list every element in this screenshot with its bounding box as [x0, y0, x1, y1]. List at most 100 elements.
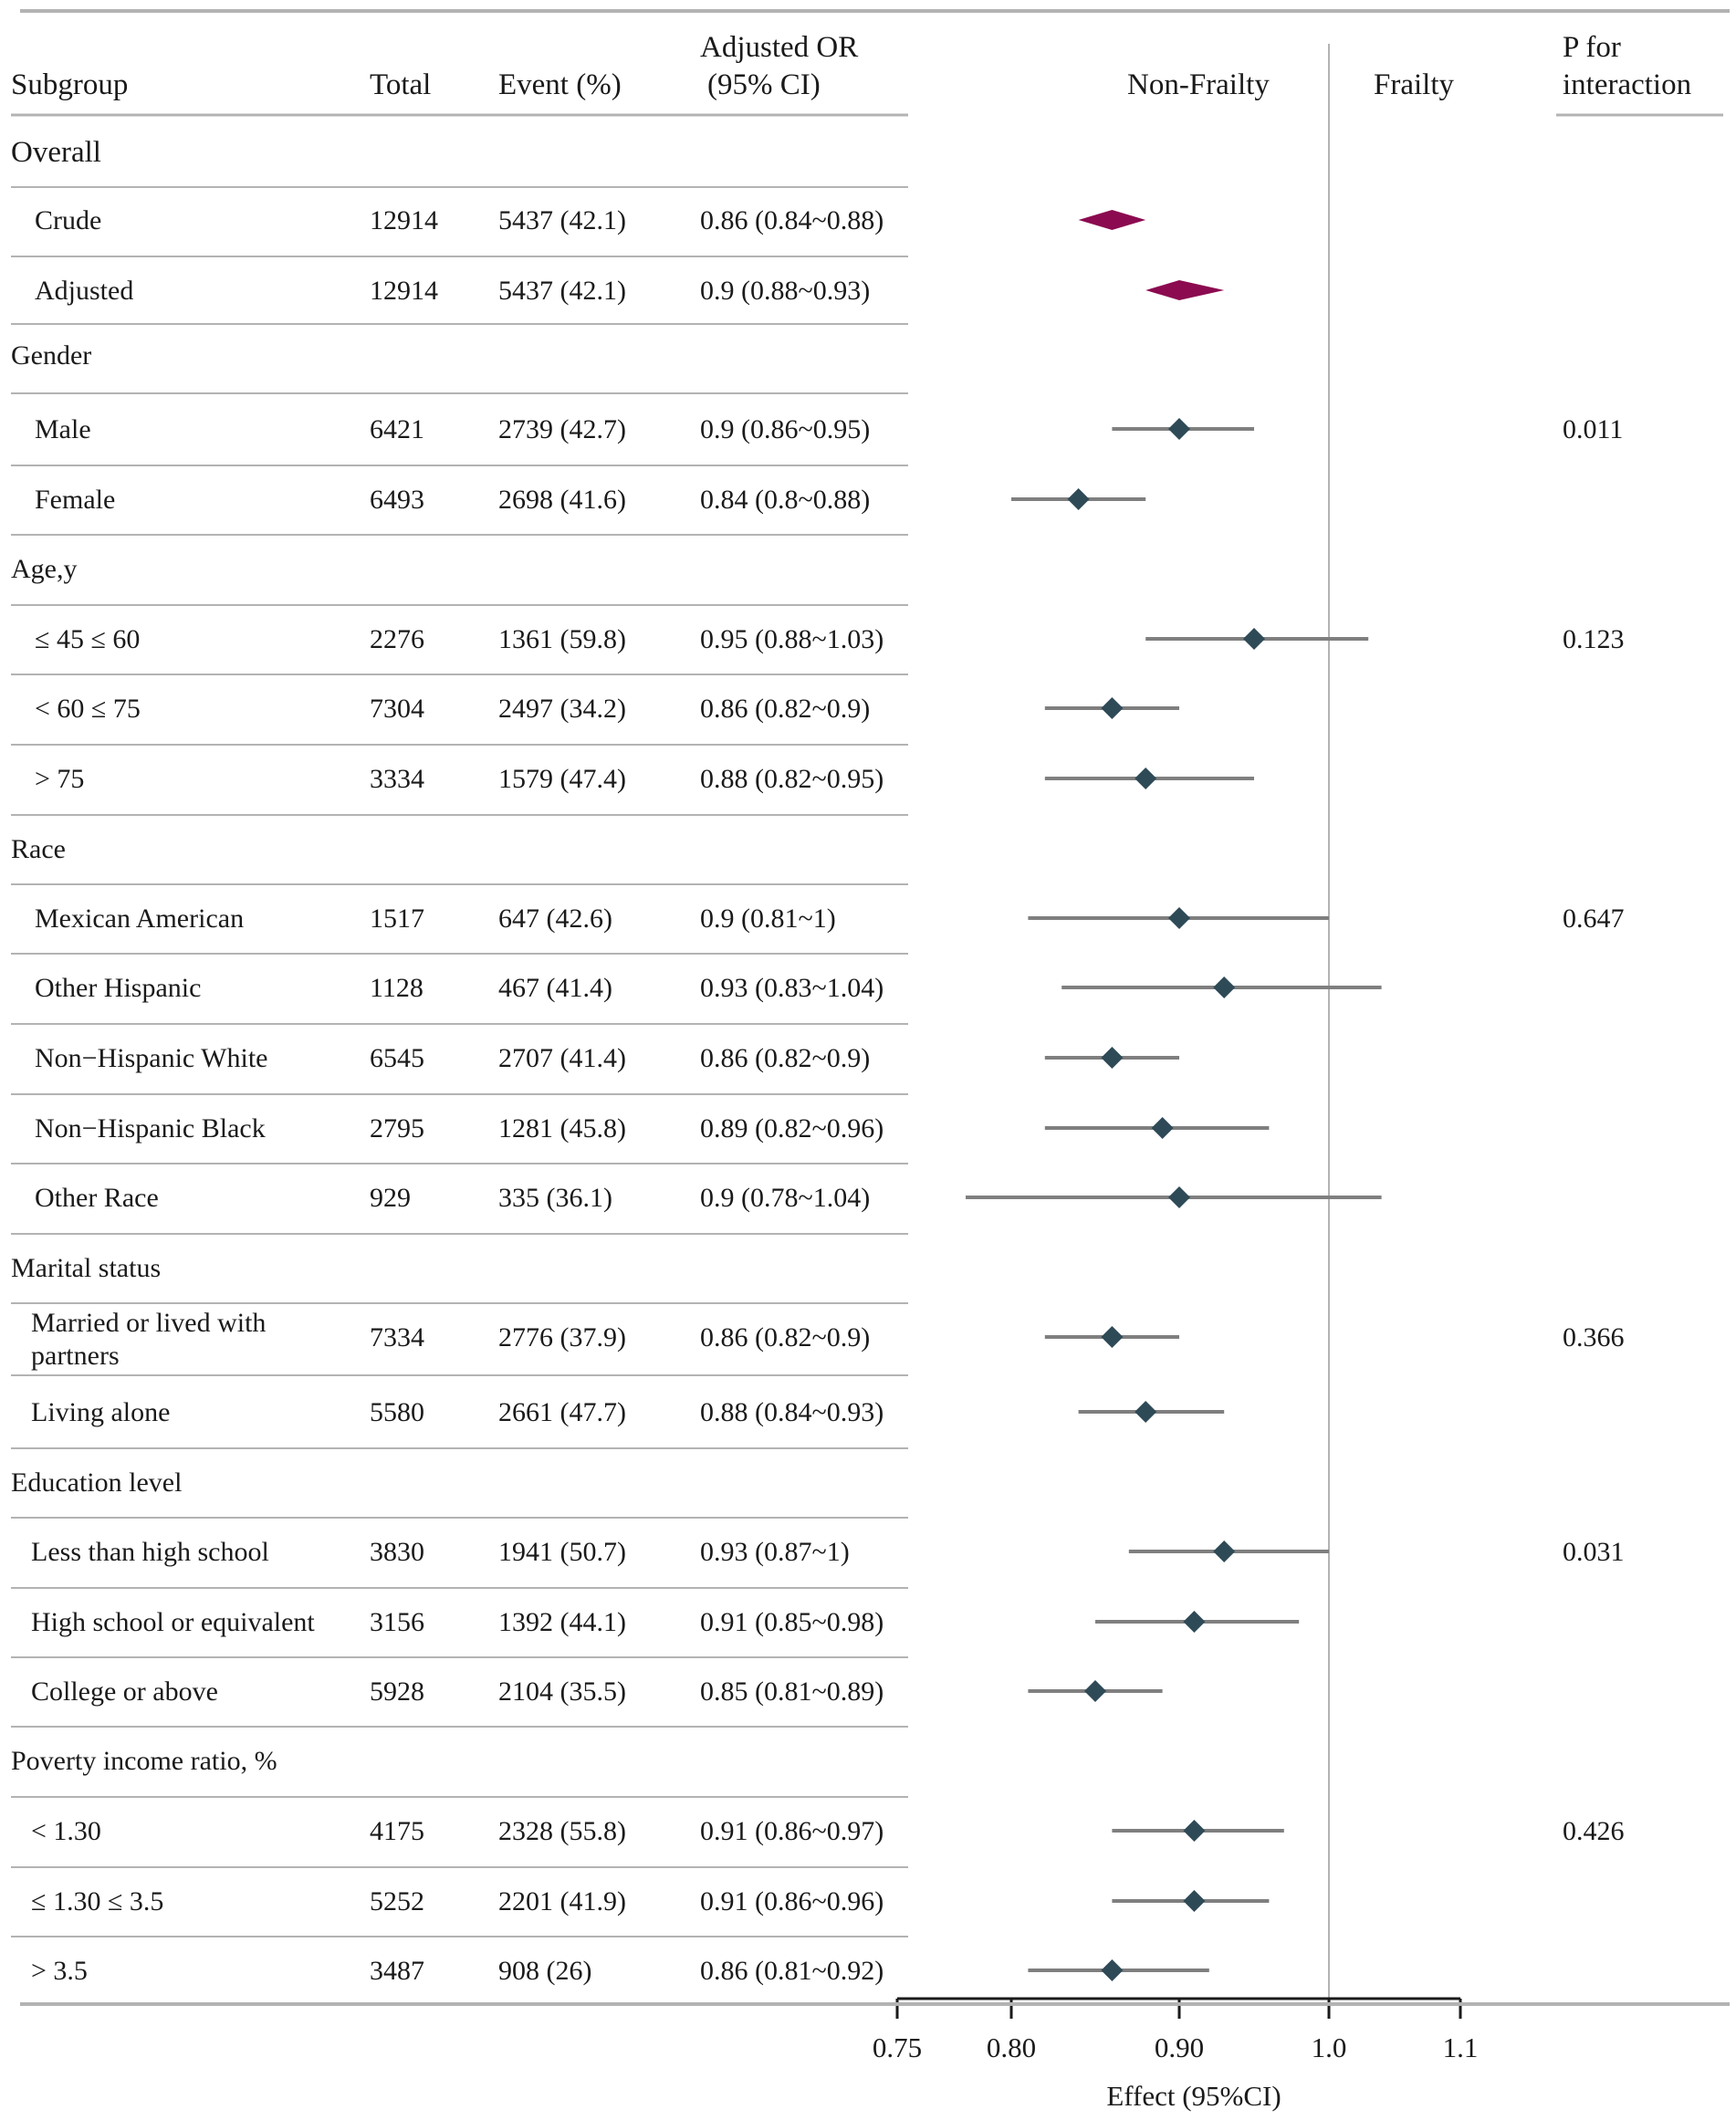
group-header-row: Gender: [11, 340, 908, 394]
summary-diamond: [1078, 210, 1146, 230]
table-row: ≤ 45 ≤ 60 2276 1361 (59.8) 0.95 (0.88~1.03)…: [11, 624, 1625, 675]
event-cell: 1281 (45.8): [498, 1113, 626, 1144]
x-axis: 0.75 0.80 0.90 1.0 1.1: [873, 1997, 1478, 2063]
event-cell: 1392 (44.1): [498, 1607, 626, 1637]
point-estimate-marker: [1101, 1326, 1124, 1348]
point-estimate-marker: [1151, 1117, 1174, 1139]
group-label: Poverty income ratio, %: [11, 1746, 277, 1776]
group-label: Gender: [11, 340, 91, 371]
group-label: Race: [11, 834, 66, 864]
table-row: ≤ 1.30 ≤ 3.5 5252 2201 (41.9) 0.91 (0.86~0.…: [11, 1886, 1270, 1937]
or-cell: 0.9 (0.78~1.04): [700, 1183, 870, 1213]
total-cell: 5928: [370, 1676, 424, 1707]
point-estimate-marker: [1067, 488, 1090, 510]
p-interaction-cell: 0.366: [1563, 1322, 1625, 1352]
row-label: Other Race: [35, 1183, 159, 1213]
row-label: < 60 ≤ 75: [35, 694, 141, 724]
row-label: Crude: [35, 205, 101, 235]
event-cell: 5437 (42.1): [498, 276, 626, 306]
row-label: > 75: [35, 764, 84, 794]
row-label: High school or equivalent: [31, 1607, 315, 1637]
table-rows: Overall Crude 12914 5437 (42.1) 0.86 (0.84~0…: [11, 136, 1625, 1986]
point-estimate-marker: [1213, 1540, 1236, 1562]
event-cell: 908 (26): [498, 1956, 591, 1986]
table-row: Non−Hispanic White 6545 2707 (41.4) 0.86 (0…: [11, 1043, 1179, 1095]
group-header-row: Race: [11, 834, 908, 885]
table-row: College or above 5928 2104 (35.5) 0.85 (0.8…: [11, 1676, 1163, 1728]
total-cell: 12914: [370, 276, 438, 306]
or-cell: 0.91 (0.86~0.96): [700, 1886, 884, 1916]
row-label: Female: [35, 485, 115, 515]
total-cell: 1128: [370, 973, 424, 1003]
or-cell: 0.88 (0.82~0.95): [700, 764, 884, 794]
row-label-line2: partners: [31, 1341, 120, 1371]
p-interaction-cell: 0.123: [1563, 624, 1625, 654]
group-header-row: Age,y: [11, 554, 908, 606]
event-cell: 467 (41.4): [498, 973, 612, 1003]
col-header-subgroup: Subgroup: [11, 68, 128, 101]
row-label: Living alone: [31, 1397, 170, 1427]
point-estimate-marker: [1101, 1959, 1124, 1981]
event-cell: 2328 (55.8): [498, 1816, 626, 1846]
total-cell: 3156: [370, 1607, 424, 1637]
x-tick-label: 1.0: [1312, 2031, 1347, 2063]
table-row: Living alone 5580 2661 (47.7) 0.88 (0.84~0.…: [11, 1397, 1225, 1449]
x-axis-label: Effect (95%CI): [1106, 2080, 1281, 2112]
total-cell: 7304: [370, 694, 424, 724]
or-cell: 0.86 (0.82~0.9): [700, 694, 870, 724]
event-cell: 2776 (37.9): [498, 1322, 626, 1352]
or-cell: 0.91 (0.86~0.97): [700, 1816, 884, 1846]
group-label: Age,y: [11, 554, 77, 584]
total-cell: 6545: [370, 1043, 424, 1073]
point-estimate-marker: [1101, 1047, 1124, 1069]
or-cell: 0.9 (0.88~0.93): [700, 276, 870, 306]
group-label: Marital status: [11, 1253, 161, 1283]
total-cell: 2795: [370, 1113, 424, 1144]
p-interaction-cell: 0.647: [1563, 903, 1625, 934]
event-cell: 2707 (41.4): [498, 1043, 626, 1073]
p-interaction-cell: 0.011: [1563, 414, 1623, 444]
col-header-non-frailty: Non-Frailty: [1127, 68, 1270, 101]
table-row: > 3.5 3487 908 (26) 0.86 (0.81~0.92): [31, 1956, 1209, 1986]
total-cell: 1517: [370, 903, 424, 934]
event-cell: 1941 (50.7): [498, 1537, 626, 1567]
total-cell: 5252: [370, 1886, 424, 1916]
total-cell: 3487: [370, 1956, 424, 1986]
row-label: Male: [35, 414, 91, 444]
total-cell: 5580: [370, 1397, 424, 1427]
total-cell: 3830: [370, 1537, 424, 1567]
row-label: Adjusted: [35, 276, 133, 306]
or-cell: 0.86 (0.84~0.88): [700, 205, 884, 235]
or-cell: 0.86 (0.82~0.9): [700, 1322, 870, 1352]
table-row: Less than high school 3830 1941 (50.7) 0.93…: [11, 1537, 1625, 1589]
table-row: < 60 ≤ 75 7304 2497 (34.2) 0.86 (0.82~0.9): [11, 694, 1179, 746]
col-header-p-line1: P for: [1563, 31, 1621, 64]
table-row: Male 6421 2739 (42.7) 0.9 (0.86~0.95) 0.011: [11, 414, 1623, 466]
point-estimate-marker: [1183, 1611, 1206, 1633]
x-tick-label: 0.90: [1155, 2031, 1204, 2063]
table-row: High school or equivalent 3156 1392 (44.1)…: [11, 1607, 1300, 1658]
event-cell: 2739 (42.7): [498, 414, 626, 444]
or-cell: 0.93 (0.83~1.04): [700, 973, 884, 1003]
event-cell: 5437 (42.1): [498, 205, 626, 235]
or-cell: 0.86 (0.81~0.92): [700, 1956, 884, 1986]
group-header-row: Poverty income ratio, %: [11, 1746, 908, 1798]
point-estimate-marker: [1084, 1680, 1106, 1702]
col-header-event: Event (%): [498, 68, 622, 101]
point-estimate-marker: [1168, 1186, 1190, 1208]
col-header-total: Total: [370, 68, 431, 101]
row-label: ≤ 45 ≤ 60: [35, 624, 140, 654]
col-header-p-line2: interaction: [1563, 68, 1691, 101]
or-cell: 0.84 (0.8~0.88): [700, 485, 870, 515]
or-cell: 0.88 (0.84~0.93): [700, 1397, 884, 1427]
or-cell: 0.85 (0.81~0.89): [700, 1676, 884, 1707]
table-row: > 75 3334 1579 (47.4) 0.88 (0.82~0.95): [11, 764, 1254, 816]
group-header-row: Education level: [11, 1467, 908, 1519]
total-cell: 7334: [370, 1322, 424, 1352]
event-cell: 2104 (35.5): [498, 1676, 626, 1707]
event-cell: 2661 (47.7): [498, 1397, 626, 1427]
table-row: Female 6493 2698 (41.6) 0.84 (0.8~0.88): [11, 485, 1146, 536]
point-estimate-marker: [1101, 697, 1124, 719]
event-cell: 335 (36.1): [498, 1183, 612, 1213]
